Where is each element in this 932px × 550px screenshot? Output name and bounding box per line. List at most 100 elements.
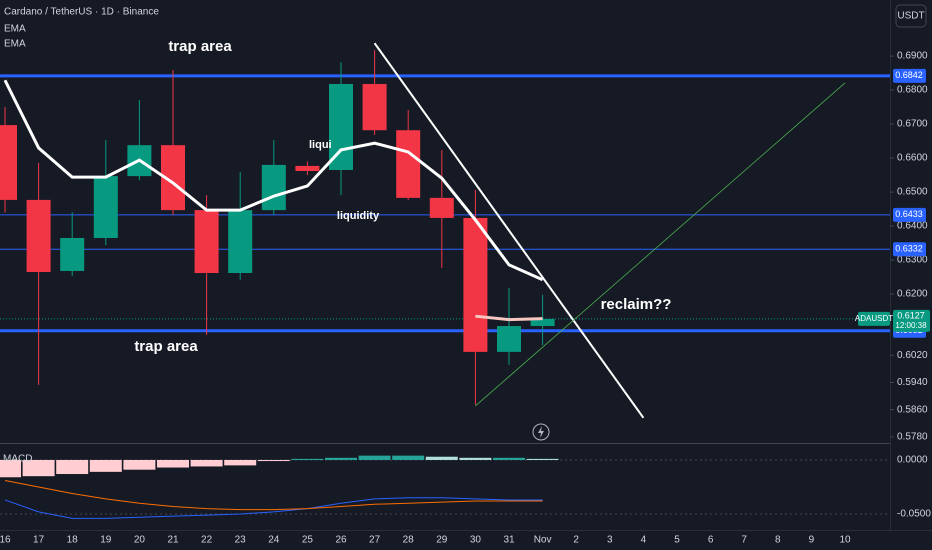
candle-body (228, 210, 253, 274)
y-tick-label: 0.6600 (897, 153, 928, 164)
last-price-label: 0.6127 (897, 310, 925, 320)
x-tick-label: 29 (436, 535, 448, 546)
price-tag (893, 207, 926, 222)
x-tick-label: 8 (775, 535, 781, 546)
histogram-bar (392, 455, 425, 460)
histogram-bar (157, 459, 189, 468)
candle-body (429, 197, 454, 218)
indicator-label: EMA (4, 24, 26, 35)
x-tick-label: 4 (641, 535, 647, 546)
symbol-title: Cardano / TetherUS · 1D · Binance (4, 7, 159, 18)
x-tick-label: 3 (607, 535, 613, 546)
x-tick-label: 23 (235, 535, 247, 546)
histogram-bar (358, 455, 391, 460)
trendline (475, 82, 846, 407)
x-tick-label: 25 (302, 535, 314, 546)
candle-body (60, 237, 85, 271)
candle-body (362, 83, 387, 131)
event-icon[interactable] (532, 423, 550, 441)
y-tick-label: 0.6020 (897, 350, 928, 361)
plot (0, 42, 890, 519)
annotation: reclaim?? (601, 296, 672, 313)
histogram-bar (257, 459, 290, 462)
line-series (4, 497, 543, 519)
price-tag-label: 0.6842 (895, 70, 923, 80)
x-tick-label: 20 (134, 535, 146, 546)
price-tag (893, 68, 926, 83)
candle-body (26, 199, 51, 272)
candle-body (93, 176, 118, 238)
x-tick-label: 24 (268, 535, 280, 546)
histogram-bar (459, 457, 492, 460)
candle-body (463, 217, 488, 352)
x-tick-label: 16 (0, 535, 11, 546)
x-tick-label: 9 (809, 535, 815, 546)
x-tick-label: 6 (708, 535, 714, 546)
annotation: trap area (168, 38, 232, 55)
symbol-tag-label: ADAUSDT (855, 314, 893, 323)
histogram-bar (22, 459, 55, 477)
y-tick-label: 0.6900 (897, 51, 928, 62)
histogram-bar (56, 459, 89, 475)
candle-body (329, 83, 353, 170)
x-tick-label: 7 (741, 535, 747, 546)
histogram-bar (190, 459, 223, 467)
line-series (475, 314, 543, 322)
y-tick-label: 0.5940 (897, 377, 928, 388)
annotation: trap area (134, 338, 198, 355)
macd-label: MACD (3, 454, 32, 465)
candle-body (261, 164, 286, 211)
annotation: liquidity (337, 210, 380, 222)
y-tick-label: 0.5860 (897, 404, 928, 415)
histogram-bar (0, 459, 21, 478)
histogram-bar (325, 457, 357, 460)
x-tick-label: 2 (573, 535, 579, 546)
candle-body (497, 326, 521, 352)
candle-body (194, 210, 219, 274)
x-tick-label: 10 (839, 535, 851, 546)
countdown-label: 12:00:38 (895, 321, 927, 330)
y-tick-label: 0.6200 (897, 289, 928, 300)
histogram-bar (89, 459, 122, 472)
y-tick-label: 0.6400 (897, 221, 928, 232)
y-tick-label: 0.6300 (897, 255, 928, 266)
x-tick-label: Nov (534, 535, 552, 546)
x-tick-label: 17 (33, 535, 45, 546)
candle-body (0, 125, 17, 200)
indicator-label: EMA (4, 39, 26, 50)
currency-button[interactable] (895, 4, 927, 28)
y-tick-label: 0.5780 (897, 432, 928, 443)
y-tick-label: 0.0000 (897, 455, 928, 466)
histogram-bar (224, 459, 257, 466)
event-icon (538, 426, 544, 438)
x-tick-label: 27 (369, 535, 381, 546)
x-tick-label: 5 (674, 535, 680, 546)
currency-label[interactable]: USDT (897, 11, 924, 22)
line-series (4, 480, 543, 511)
x-tick-label: 22 (201, 535, 213, 546)
histogram-bar (425, 456, 458, 460)
x-tick-label: 30 (470, 535, 482, 546)
last-price-tag (893, 309, 930, 332)
price-tag (893, 242, 926, 257)
x-tick-label: 31 (503, 535, 515, 546)
x-tick-label: 18 (67, 535, 79, 546)
histogram-bar (123, 459, 156, 470)
candle-body (530, 318, 555, 327)
candle-body (396, 130, 421, 198)
histogram-bar (493, 457, 525, 460)
histogram-bar (526, 458, 559, 460)
y-tick-label: -0.0500 (897, 509, 931, 520)
histogram-bar (291, 458, 324, 460)
x-tick-label: 19 (100, 535, 112, 546)
x-tick-label: 28 (403, 535, 415, 546)
line-series (3, 79, 544, 282)
price-tag-label: 0.6433 (895, 209, 923, 219)
price-tag-label: 0.6332 (895, 244, 923, 254)
x-tick-label: 21 (167, 535, 179, 546)
y-tick-label: 0.6500 (897, 187, 928, 198)
candle-body (295, 165, 320, 172)
annotation: liqui (309, 139, 332, 151)
